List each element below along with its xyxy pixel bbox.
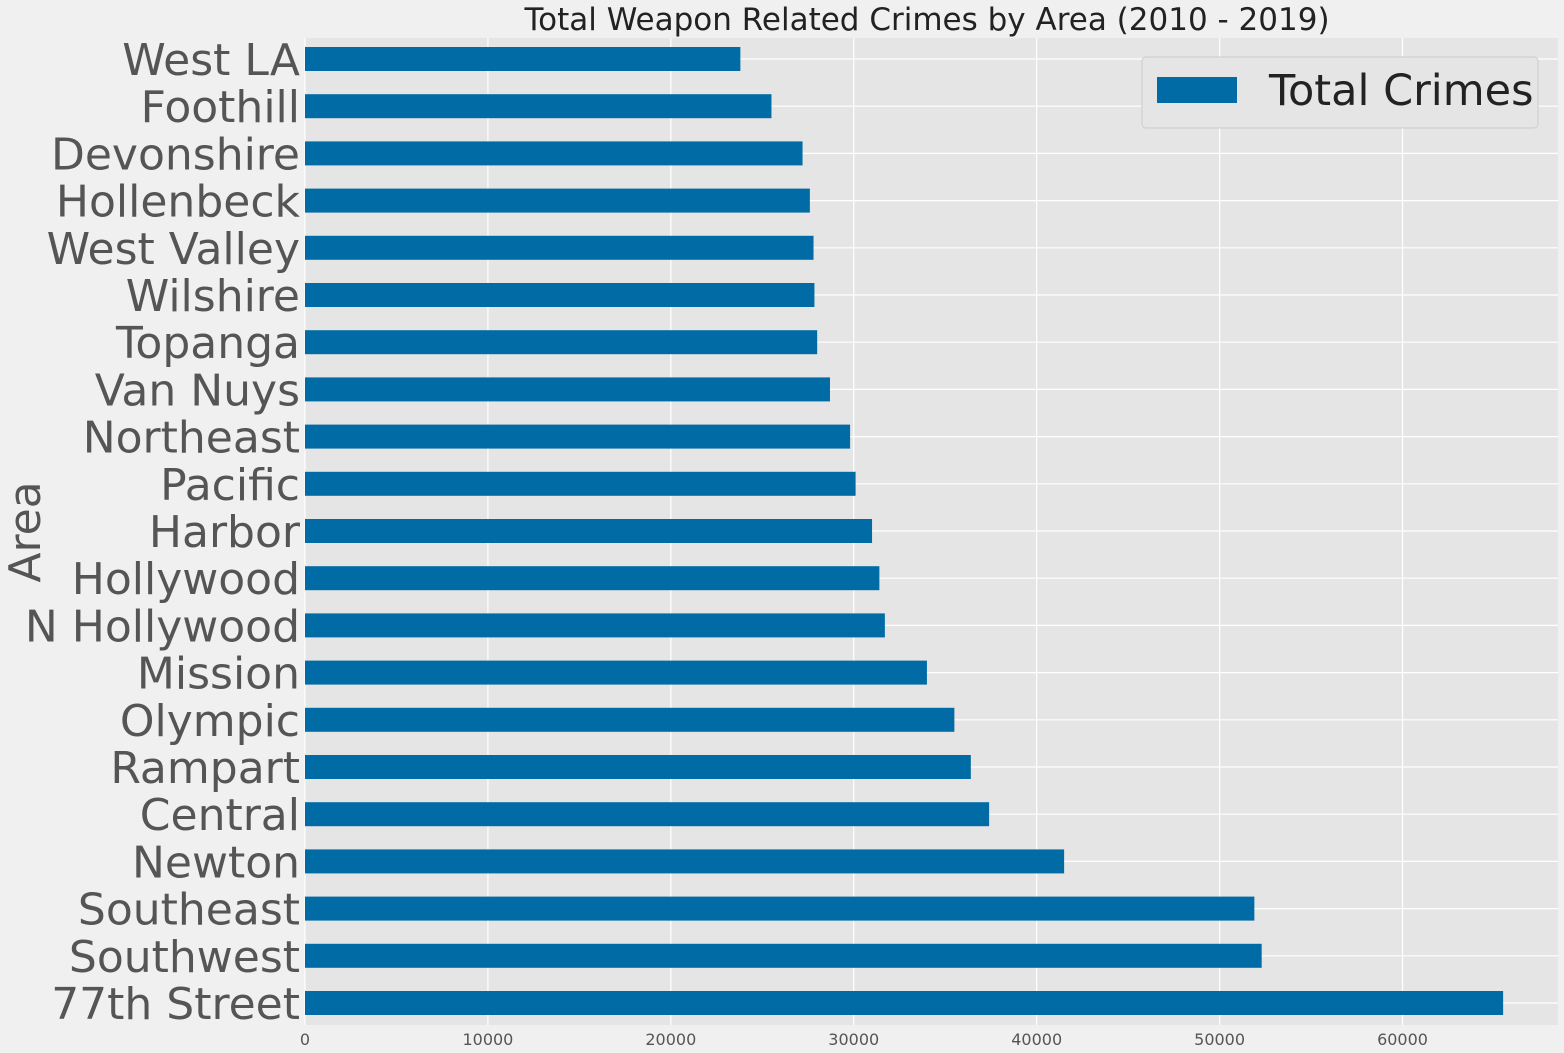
bar [305,424,851,449]
x-tick-label: 40000 [1011,1030,1062,1049]
y-tick-label: West Valley [47,224,300,275]
y-tick-label: Northeast [83,413,300,464]
y-tick-label: Southeast [78,885,300,936]
bar [305,471,856,496]
bar-layer [305,47,1504,1015]
legend-box [1141,56,1539,129]
bar [305,755,971,779]
bar [305,707,955,732]
legend-swatch [1157,77,1237,103]
bar [305,849,1065,874]
bar [305,47,741,71]
bar [305,377,830,402]
bar [305,660,927,685]
x-tick-label: 10000 [462,1030,513,1049]
bar [305,283,815,307]
bar [305,94,772,119]
bar [305,991,1504,1015]
y-tick-label: Pacific [160,460,300,511]
y-tick-label: N Hollywood [25,601,300,652]
tick-layer: 0 10000 20000 30000 40000 50000 60000 77th Stre… [25,35,1428,1049]
y-tick-label: 77th Street [51,979,300,1030]
x-tick-label: 30000 [828,1030,879,1049]
y-tick-label: Devonshire [51,129,300,180]
y-tick-label: Wilshire [126,271,300,322]
y-tick-label: West LA [122,35,300,86]
legend-label: Total Crimes [1268,66,1534,116]
chart-title: Total Weapon Related Crimes by Area (201… [523,2,1329,38]
y-tick-label: Southwest [69,932,300,983]
x-tick-label: 50000 [1194,1030,1245,1049]
x-tick-label: 20000 [645,1030,696,1049]
y-tick-label: Topanga [115,318,300,369]
bar [305,566,880,591]
x-tick-label: 0 [300,1030,310,1049]
bar [305,235,814,260]
y-tick-label: Mission [137,649,300,700]
bar [305,141,803,166]
bar [305,330,818,355]
y-axis-label: Area [0,481,51,582]
x-tick-label: 60000 [1377,1030,1428,1049]
bar [305,519,873,543]
bar [305,896,1255,921]
bar [305,613,885,638]
bar [305,802,990,827]
y-tick-label: Olympic [120,696,300,747]
y-tick-label: Van Nuys [95,365,300,416]
y-tick-label: Hollywood [72,554,300,605]
legend: Total Crimes [1141,56,1539,129]
bar [305,188,810,213]
y-tick-label: Hollenbeck [56,177,301,228]
y-tick-label: Rampart [110,743,300,794]
bar [305,943,1262,968]
y-tick-label: Newton [132,837,300,888]
y-tick-label: Harbor [149,507,301,558]
y-tick-label: Foothill [141,82,300,133]
y-tick-label: Central [140,790,300,841]
